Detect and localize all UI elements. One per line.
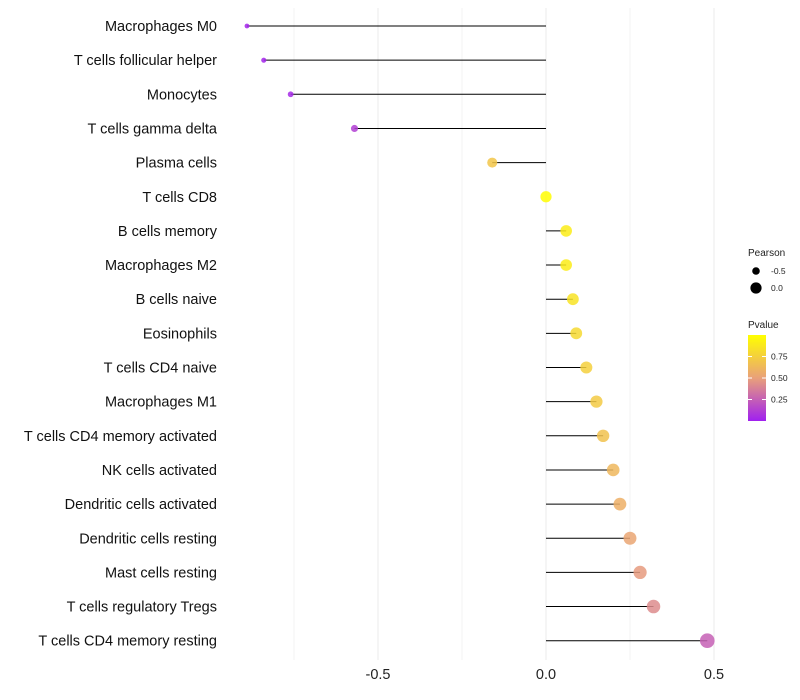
- category-label: Macrophages M1: [105, 395, 217, 411]
- stem-layer: [246, 25, 708, 642]
- data-point: [560, 259, 572, 271]
- colorbar-ticks: 0.75 0.50 0.25: [748, 352, 788, 405]
- category-label: T cells CD4 memory activated: [24, 429, 217, 445]
- category-label: Dendritic cells resting: [79, 531, 217, 547]
- data-point: [261, 57, 267, 63]
- data-point: [487, 157, 498, 168]
- category-label: Plasma cells: [136, 156, 217, 172]
- size-legend-items: -0.5 0.0: [750, 266, 786, 294]
- category-label: T cells CD8: [142, 190, 217, 206]
- data-point: [613, 497, 627, 511]
- x-tick-label: 0.0: [536, 667, 556, 683]
- data-point: [646, 599, 661, 614]
- data-point: [633, 565, 647, 580]
- category-label: Monocytes: [147, 87, 217, 103]
- data-point: [596, 429, 610, 443]
- colorbar-tick-label: 0.25: [771, 395, 788, 405]
- data-point: [540, 191, 552, 203]
- category-label: T cells regulatory Tregs: [67, 600, 217, 616]
- data-point: [560, 225, 572, 237]
- category-label: NK cells activated: [102, 463, 217, 479]
- size-legend-title: Pearson: [748, 248, 785, 259]
- data-point: [287, 91, 294, 98]
- size-legend-dot: [752, 267, 760, 275]
- category-label: Dendritic cells activated: [65, 497, 217, 513]
- size-legend-label: -0.5: [771, 266, 786, 276]
- x-tick-label: 0.5: [704, 667, 724, 683]
- color-legend-title: Pvalue: [748, 320, 779, 331]
- legend: Pearson -0.5 0.0 Pvalue 0.75 0.50 0.25: [748, 248, 788, 421]
- pvalue-colorbar: [748, 335, 766, 421]
- data-point: [570, 327, 583, 340]
- size-legend-dot: [750, 282, 762, 294]
- category-label: T cells gamma delta: [88, 121, 218, 137]
- y-axis-labels: Macrophages M0 T cells follicular helper M…: [24, 19, 218, 650]
- data-point: [606, 463, 620, 477]
- data-point: [580, 361, 593, 374]
- data-point: [566, 293, 579, 306]
- colorbar-tick-label: 0.75: [771, 352, 788, 362]
- category-label: T cells follicular helper: [74, 53, 217, 69]
- category-label: T cells CD4 memory resting: [38, 634, 217, 650]
- data-point: [350, 124, 359, 132]
- grid-layer: [293, 8, 715, 660]
- x-axis-ticks: -0.5 0.0 0.5: [366, 667, 725, 683]
- category-label: T cells CD4 naive: [104, 361, 217, 377]
- x-tick-label: -0.5: [366, 667, 391, 683]
- colorbar-tick-label: 0.50: [771, 373, 788, 383]
- data-point: [623, 531, 637, 545]
- category-label: Eosinophils: [143, 326, 217, 342]
- category-label: Macrophages M0: [105, 19, 217, 35]
- data-point: [244, 23, 250, 29]
- category-label: B cells memory: [118, 224, 218, 240]
- data-point: [699, 633, 715, 649]
- point-layer: [244, 23, 715, 649]
- data-point: [590, 395, 603, 408]
- category-label: B cells naive: [136, 292, 217, 308]
- category-label: Mast cells resting: [105, 565, 217, 581]
- size-legend-label: 0.0: [771, 283, 783, 293]
- category-label: Macrophages M2: [105, 258, 217, 274]
